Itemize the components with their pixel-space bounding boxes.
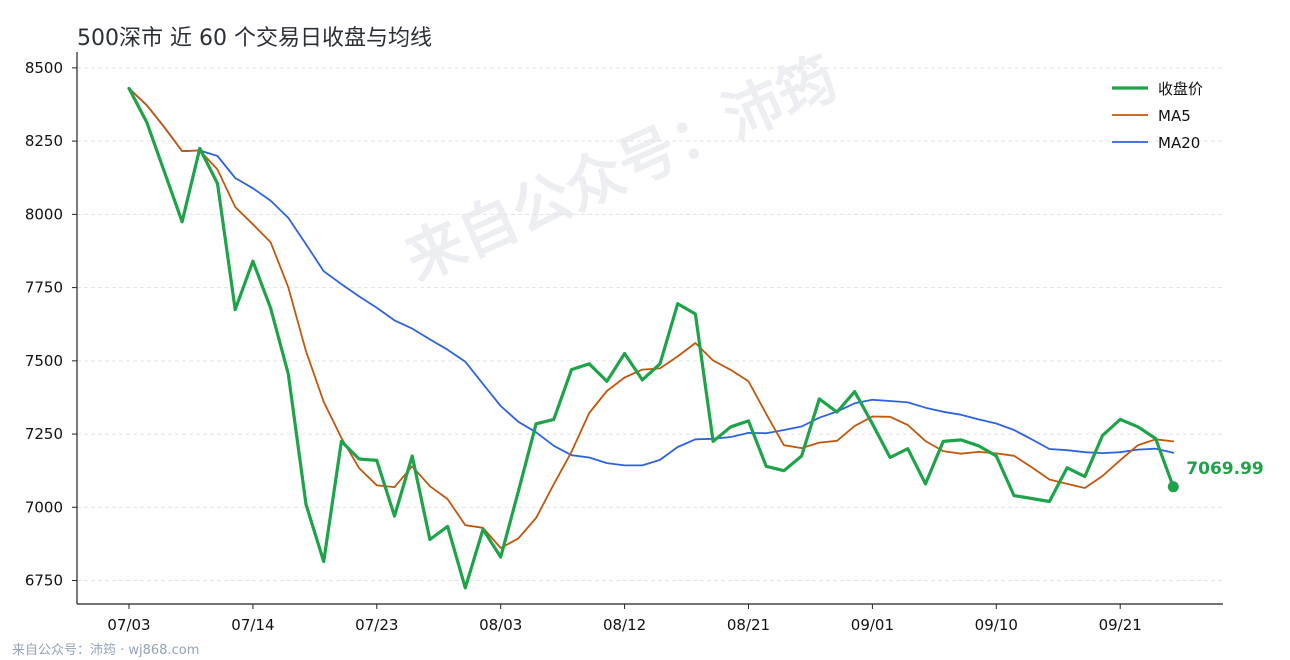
y-tick-label: 8000 <box>25 205 63 223</box>
x-tick-label: 07/23 <box>355 616 398 634</box>
legend-label: MA5 <box>1158 107 1191 125</box>
x-tick-label: 09/21 <box>1099 616 1142 634</box>
x-tick-label: 07/14 <box>231 616 274 634</box>
last-close-label: 7069.99 <box>1186 459 1263 479</box>
y-tick-label: 8500 <box>25 59 63 77</box>
footer-credit: 来自公众号：沛筠 · wj868.com <box>12 643 200 658</box>
y-tick-label: 6750 <box>25 572 63 590</box>
ma20-line <box>128 87 1175 467</box>
x-tick-label: 08/12 <box>603 616 646 634</box>
y-tick-label: 7250 <box>25 425 63 443</box>
legend-label: MA20 <box>1158 134 1200 152</box>
chart-title: 500深市 近 60 个交易日收盘与均线 <box>77 26 432 51</box>
close-price-line <box>127 86 1175 590</box>
ma5-line <box>128 87 1175 549</box>
y-tick-label: 7750 <box>25 279 63 297</box>
y-tick-label: 8250 <box>25 132 63 150</box>
x-tick-label: 08/03 <box>479 616 522 634</box>
legend-label: 收盘价 <box>1158 80 1203 98</box>
last-close-point <box>1167 481 1179 493</box>
y-tick-label: 7000 <box>25 498 63 516</box>
x-tick-label: 08/21 <box>727 616 770 634</box>
y-tick-label: 7500 <box>25 352 63 370</box>
x-tick-label: 09/10 <box>975 616 1018 634</box>
x-tick-label: 07/03 <box>107 616 150 634</box>
x-tick-label: 09/01 <box>851 616 894 634</box>
